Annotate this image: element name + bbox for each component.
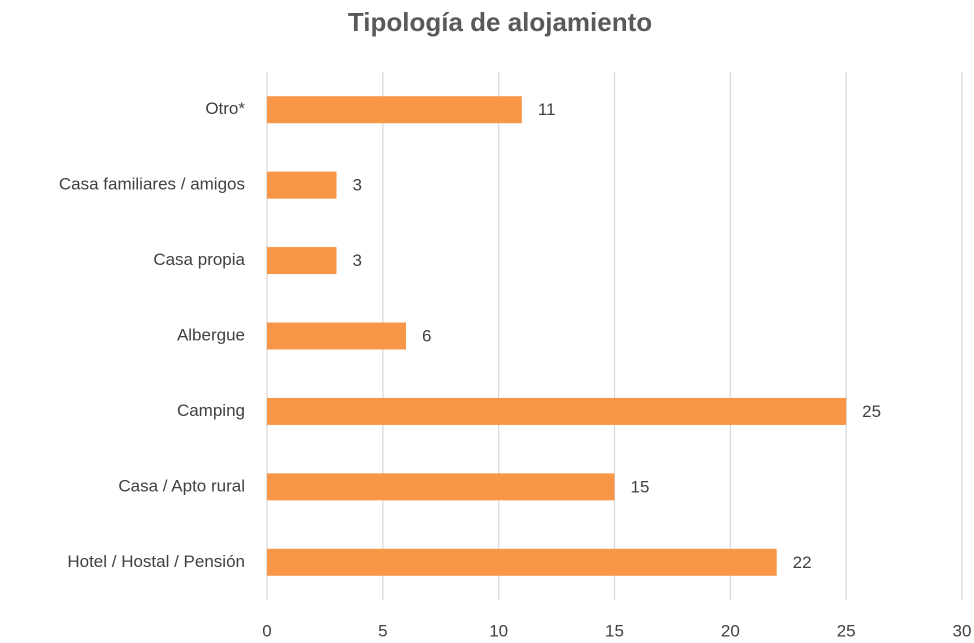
value-label: 3 [353, 176, 362, 195]
value-label: 25 [862, 402, 881, 421]
value-label: 22 [793, 553, 812, 572]
bar [267, 548, 777, 576]
bar [267, 96, 522, 124]
x-tick-label: 10 [489, 621, 508, 640]
y-tick-label: Otro* [205, 99, 245, 118]
y-tick-label: Casa propia [153, 250, 245, 269]
y-tick-label: Casa / Apto rural [118, 476, 245, 495]
x-tick-label: 5 [378, 621, 387, 640]
y-tick-label: Casa familiares / amigos [59, 175, 245, 194]
bar [267, 397, 847, 425]
y-tick-label: Albergue [177, 325, 245, 344]
bar [267, 247, 337, 275]
bar [267, 322, 406, 350]
x-tick-label: 20 [721, 621, 740, 640]
value-label: 3 [353, 251, 362, 270]
x-tick-label: 25 [837, 621, 856, 640]
y-tick-label: Hotel / Hostal / Pensión [67, 552, 245, 571]
x-tick-label: 30 [953, 621, 972, 640]
bar [267, 171, 337, 199]
x-tick-label: 15 [605, 621, 624, 640]
x-tick-label: 0 [262, 621, 271, 640]
y-tick-label: Camping [177, 401, 245, 420]
chart-title: Tipología de alojamiento [348, 7, 652, 37]
value-label: 15 [631, 477, 650, 496]
value-label: 6 [422, 326, 431, 345]
value-label: 11 [538, 100, 556, 119]
bar [267, 473, 615, 501]
